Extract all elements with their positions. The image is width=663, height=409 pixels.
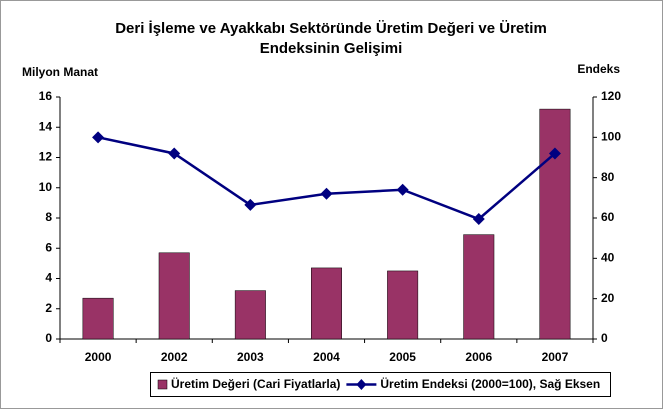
legend-label: Üretim Endeksi (2000=100), Sağ Eksen [380, 376, 600, 391]
legend-swatch [157, 379, 168, 390]
y-tick-label: 2 [45, 301, 52, 315]
y2-tick-label: 60 [601, 210, 615, 224]
x-tick-label: 2006 [465, 350, 492, 364]
y2-tick-label: 80 [601, 170, 615, 184]
x-tick-label: 2003 [237, 350, 264, 364]
y2-tick-label: 0 [601, 331, 608, 345]
y-tick-label: 12 [39, 150, 53, 164]
chart-title: Deri İşleme ve Ayakkabı Sektöründe Üreti… [115, 20, 547, 37]
y-tick-label: 0 [45, 331, 52, 345]
x-tick-label: 2002 [161, 350, 188, 364]
y-tick-label: 10 [39, 180, 53, 194]
y2-tick-label: 100 [601, 130, 621, 144]
bar [82, 297, 114, 340]
bar [158, 252, 190, 340]
y-tick-label: 6 [45, 240, 52, 254]
y-tick-label: 14 [39, 119, 53, 133]
marker [92, 131, 105, 144]
legend-box [150, 372, 611, 397]
y2-axis-label: Endeks [577, 62, 620, 76]
bar [539, 108, 571, 340]
y-axis-label: Milyon Manat [22, 65, 98, 79]
bar [387, 270, 419, 340]
marker [244, 198, 257, 211]
x-tick-label: 2004 [313, 350, 340, 364]
y2-tick-label: 20 [601, 291, 615, 305]
bar [311, 267, 342, 340]
y-tick-label: 4 [45, 271, 52, 285]
chart-title: Endeksinin Gelişimi [260, 40, 403, 57]
legend-label: Üretim Değeri (Cari Fiyatlarla) [171, 376, 340, 391]
x-tick-label: 2005 [389, 350, 416, 364]
marker [548, 147, 561, 160]
marker [472, 213, 485, 226]
bar [234, 290, 266, 340]
y-tick-label: 8 [45, 210, 52, 224]
x-tick-label: 2007 [542, 350, 569, 364]
y-tick-label: 16 [39, 89, 53, 103]
y2-tick-label: 40 [601, 251, 615, 265]
marker [396, 183, 409, 196]
marker [168, 147, 181, 160]
x-tick-label: 2000 [85, 350, 112, 364]
marker [320, 187, 333, 200]
bar [463, 234, 495, 340]
legend-swatch [356, 379, 367, 390]
y2-tick-label: 120 [601, 89, 621, 103]
